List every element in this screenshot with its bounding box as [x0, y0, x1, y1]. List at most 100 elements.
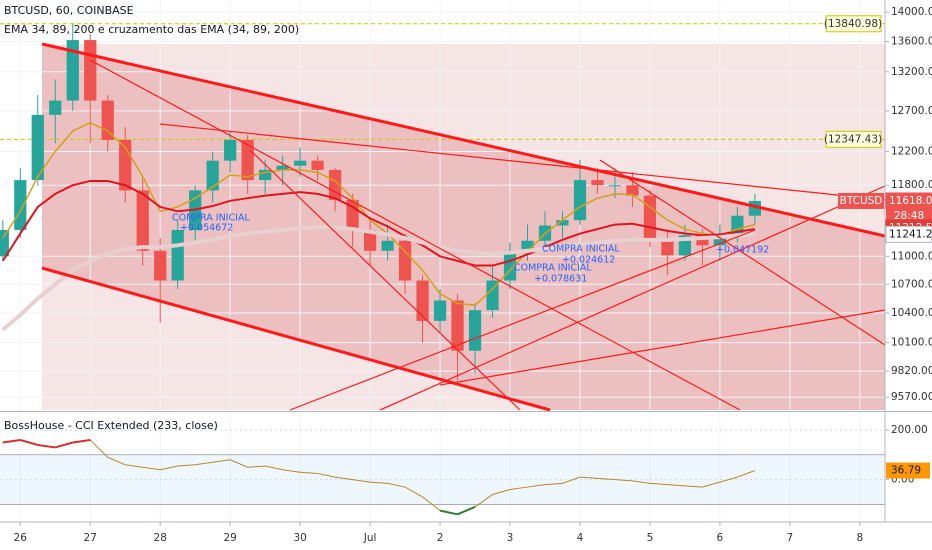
trend-line: [379, 185, 886, 411]
x-tick-label: 6: [717, 532, 724, 544]
y-tick-label: 13600.00: [891, 36, 932, 48]
price-tag-label: 11618.00: [889, 195, 932, 207]
candle-body: [381, 240, 394, 251]
x-tick-label: 5: [647, 532, 654, 544]
price-tag-label: 11241.22: [889, 228, 932, 240]
candle-body: [696, 235, 709, 246]
candle-body: [346, 199, 359, 230]
candle-body: [311, 160, 324, 170]
level-label-box: [825, 130, 882, 148]
x-tick-label: Jul: [363, 532, 377, 544]
cci-extreme-segment: [72, 439, 91, 444]
channel-fill: [42, 44, 885, 410]
cci-extreme-segment: [2, 439, 21, 444]
candle-body: [451, 300, 464, 351]
candle-body: [468, 310, 482, 351]
candle-body: [713, 235, 727, 246]
trend-line: [41, 42, 886, 238]
candle-body: [328, 169, 342, 200]
last-value-label: 36.79: [891, 465, 921, 477]
symbol-tag: [838, 192, 884, 209]
ema-line: [2, 122, 756, 307]
trend-line: [439, 309, 886, 386]
candle-body: [206, 160, 219, 191]
overlay: (13840.98)(12347.43)COMPRA INICIAL+0.054…: [172, 15, 882, 285]
y-tick-label: 13200.00: [891, 66, 932, 78]
candle-body: [486, 280, 499, 311]
ema-line: [1, 225, 755, 332]
cci-extreme-segment: [54, 441, 74, 449]
annotation: +0.047192: [716, 245, 769, 256]
x-tick-label: 4: [577, 532, 584, 544]
level-label-box: [825, 15, 882, 33]
trend-line: [159, 123, 886, 201]
y-tick-label: 10700.00: [891, 278, 932, 290]
y-tick-label: 200.00: [891, 424, 928, 436]
candle-body: [154, 250, 167, 281]
y-tick-label: 12700.00: [891, 105, 932, 117]
candle-body: [416, 280, 429, 321]
y-tick-label: 11800.00: [891, 179, 932, 191]
candle-body: [626, 185, 639, 196]
candle-body: [608, 185, 622, 187]
cci-extreme-segment: [439, 509, 458, 516]
timer-label: 28:48: [894, 210, 924, 222]
annotation: COMPRA INICIAL: [542, 244, 620, 255]
candle-body: [276, 165, 289, 170]
candle-body: [66, 40, 79, 101]
candle-body: [241, 139, 254, 181]
candle-body: [0, 229, 9, 257]
y-tick-label: 11000.00: [891, 250, 932, 262]
candle-body: [643, 195, 657, 241]
cci-band: [0, 454, 885, 505]
annotation: +0.054672: [180, 223, 233, 234]
marks: [0, 0, 885, 521]
candle-body: [49, 100, 62, 115]
y-tick-label: 9570.00: [891, 391, 932, 403]
candle-body: [573, 180, 587, 221]
candle-body: [556, 220, 569, 226]
candle-body: [363, 229, 377, 251]
candle-body: [433, 300, 447, 321]
candle-body: [591, 180, 604, 186]
trend-line: [249, 149, 521, 411]
annotation: +0.024612: [562, 255, 615, 266]
x-tick-label: 2: [437, 532, 444, 544]
trend-lines: [41, 42, 886, 412]
candle-body: [259, 169, 272, 181]
x-tick-label: 29: [223, 532, 236, 544]
candle-body: [171, 229, 184, 281]
price-tag: [885, 225, 932, 243]
x-tick-label: 3: [507, 532, 514, 544]
x-tick-label: 27: [84, 532, 97, 544]
cci-extreme-segment: [457, 505, 476, 516]
symbol-title: BTCUSD, 60, COINBASE: [4, 4, 134, 17]
candle-body: [31, 114, 44, 181]
y-tick-label: 10400.00: [891, 307, 932, 319]
x-tick-label: 7: [787, 532, 794, 544]
ema-line: [1, 179, 756, 267]
x-tick-label: 28: [154, 532, 167, 544]
annotation: COMPRA INICIAL: [172, 213, 250, 224]
cci-extreme-segment: [20, 439, 39, 446]
candle-body: [661, 240, 674, 256]
candle-body: [521, 240, 534, 251]
cci-extreme-segment: [37, 443, 56, 449]
candle-body: [398, 240, 412, 281]
x-tick-label: 8: [856, 532, 863, 544]
candle-body: [14, 180, 27, 230]
trend-line: [41, 266, 551, 412]
trend-line: [289, 229, 756, 411]
annotation: +0.078631: [534, 274, 587, 285]
candle-body: [294, 160, 307, 166]
candle-body: [84, 40, 97, 101]
level-label: (12347.43): [824, 133, 882, 145]
cci-title: BossHouse - CCI Extended (233, close): [4, 419, 218, 432]
x-tick-label: 30: [293, 532, 306, 544]
y-tick-label: 9820.00: [891, 365, 932, 377]
trend-line: [89, 59, 741, 411]
level-label: (13840.98): [824, 18, 882, 30]
indicator-title: EMA 34, 89, 200 e cruzamento das EMA (34…: [4, 23, 299, 36]
